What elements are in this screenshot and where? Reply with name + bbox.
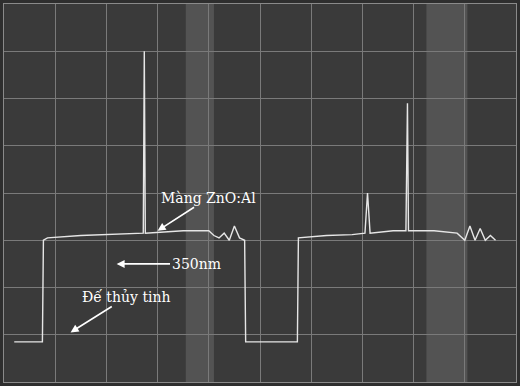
svg-text:350nm: 350nm	[172, 256, 221, 272]
svg-text:Đế thủy tinh: Đế thủy tinh	[82, 289, 171, 305]
svg-text:Màng ZnO:Al: Màng ZnO:Al	[161, 190, 256, 206]
